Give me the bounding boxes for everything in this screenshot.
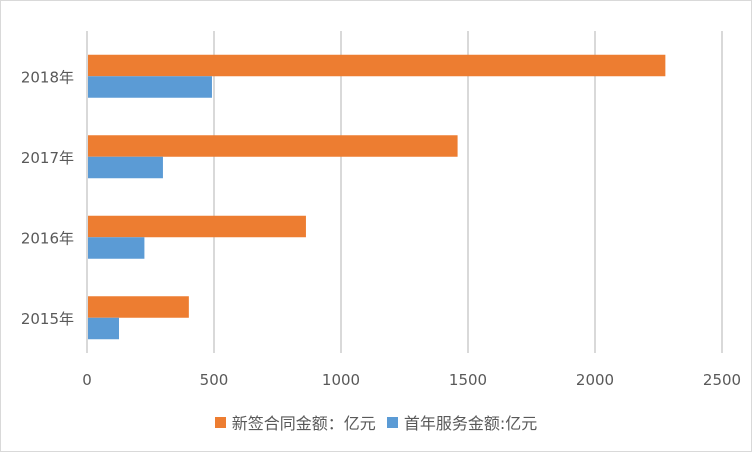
bar-first-year-service	[88, 237, 145, 259]
legend: 新签合同金额：亿元 首年服务金额:亿元	[1, 410, 751, 434]
bar-chart: 0 500 1000 1500 2000 2500 2018年 2017年 2016年 2015年	[21, 31, 741, 389]
x-tick-label: 2500	[703, 371, 741, 389]
legend-swatch-blue	[386, 416, 398, 428]
y-tick-label: 2018年	[21, 68, 74, 86]
bar-new-contracts	[88, 135, 458, 157]
legend-label: 首年服务金额:亿元	[403, 414, 538, 433]
y-tick-label: 2016年	[21, 229, 74, 247]
bar-first-year-service	[88, 317, 120, 340]
bar-new-contracts	[88, 296, 189, 318]
bar-first-year-service	[88, 156, 163, 179]
x-tick-label: 0	[82, 371, 92, 389]
bar-new-contracts	[88, 54, 666, 77]
x-tick-label: 1500	[449, 371, 487, 389]
y-tick-label: 2017年	[21, 149, 74, 167]
legend-item-new-contracts: 新签合同金额：亿元	[214, 410, 376, 434]
x-tick-label: 1000	[322, 371, 360, 389]
legend-label: 新签合同金额：亿元	[231, 414, 376, 433]
x-tick-label: 2000	[576, 371, 614, 389]
bar-first-year-service	[88, 76, 212, 98]
legend-item-first-year-service: 首年服务金额:亿元	[386, 410, 538, 434]
y-tick-label: 2015年	[21, 310, 74, 328]
x-tick-label: 500	[200, 371, 229, 389]
legend-swatch-orange	[214, 416, 226, 428]
bar-new-contracts	[88, 215, 306, 238]
